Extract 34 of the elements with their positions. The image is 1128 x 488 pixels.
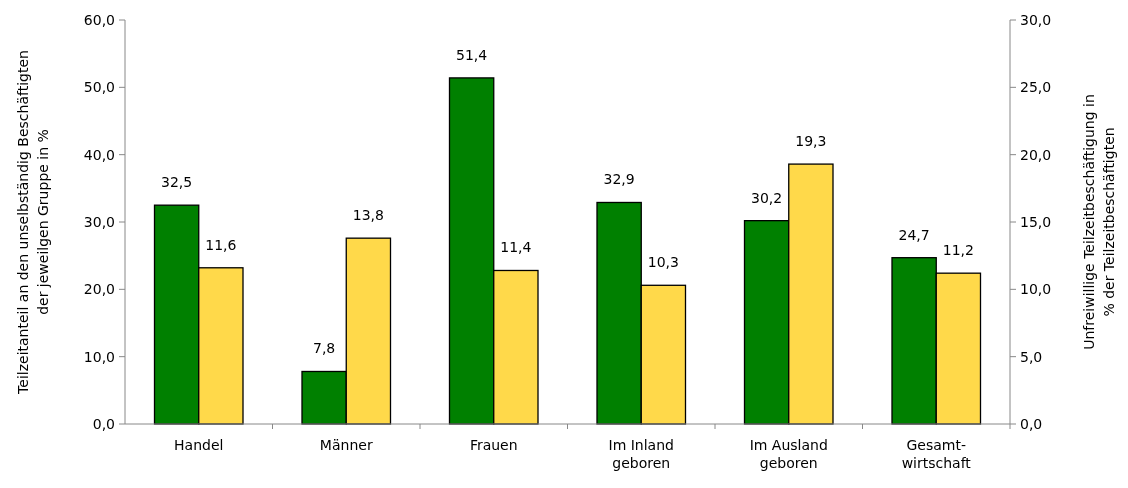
data-label: 32,9 — [603, 171, 635, 188]
data-label: 30,2 — [751, 189, 783, 206]
x-tick-label: Männer — [319, 437, 373, 453]
y-tick-label: 0,0 — [92, 415, 115, 432]
x-tick-label: Gesamt-wirtschaft — [901, 437, 972, 471]
x-tick-label: Im Inland geboren — [608, 437, 674, 471]
data-label: 11,4 — [500, 239, 532, 256]
x-tick-label: Im Ausland geboren — [749, 437, 828, 471]
y-tick-label: 20,0 — [83, 281, 115, 298]
y-tick-label: 10,0 — [83, 348, 115, 365]
data-label: 10,3 — [647, 254, 679, 271]
y-tick-label: 60,0 — [83, 11, 115, 28]
data-label: 32,5 — [161, 174, 193, 191]
y2-tick-label: 25,0 — [1020, 79, 1052, 96]
data-label: 24,7 — [898, 226, 930, 243]
y2-axis-title: Unfreiwillige Teilzeitbeschäftigung in % der Teilzeitbeschäftigten — [1081, 94, 1117, 350]
y2-tick-label: 0,0 — [1020, 415, 1043, 432]
y-tick-label: 30,0 — [83, 213, 115, 230]
data-label: 7,8 — [312, 340, 336, 357]
data-label: 51,4 — [456, 46, 488, 63]
data-label: 11,2 — [942, 242, 974, 259]
data-label: 13,8 — [352, 207, 384, 224]
y2-tick-label: 10,0 — [1020, 281, 1052, 298]
y2-tick-label: 15,0 — [1020, 213, 1052, 230]
y2-tick-label: 30,0 — [1020, 11, 1052, 28]
y-axis-title: Teilzeitanteil an den unselbständig Beschäftigten der jeweilgen Gruppe in % — [15, 50, 51, 395]
y2-tick-label: 20,0 — [1020, 146, 1052, 163]
data-label: 19,3 — [795, 133, 827, 150]
data-label: 11,6 — [205, 236, 237, 253]
y2-tick-label: 5,0 — [1020, 348, 1043, 365]
y-tick-label: 40,0 — [83, 146, 115, 163]
y-tick-label: 50,0 — [83, 79, 115, 96]
x-tick-label: Frauen — [469, 437, 518, 453]
x-tick-label: Handel — [174, 437, 224, 453]
